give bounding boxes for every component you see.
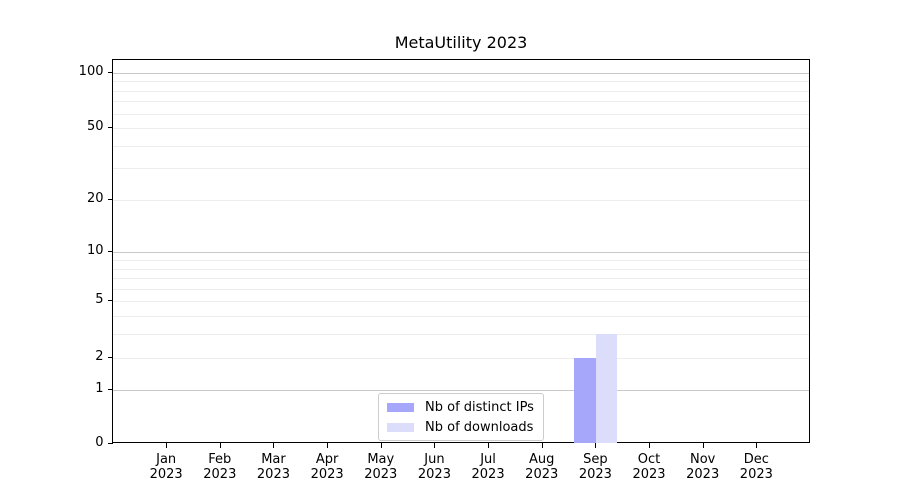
x-tick-label: Oct 2023 [632,452,666,482]
bar-downloads [595,334,618,443]
x-tick-label: Apr 2023 [310,452,344,482]
x-tick-mark [702,443,704,448]
y-tick-mark [107,71,113,73]
x-tick-mark [595,443,597,448]
y-tick-label: 0 [95,435,104,450]
gridline-minor [113,316,809,318]
gridline-major [113,390,809,392]
legend-label-downloads: Nb of downloads [425,419,534,435]
gridline-minor [113,168,809,170]
gridline-minor [113,81,809,83]
x-tick-label: Aug 2023 [525,452,559,482]
x-tick-label: Sep 2023 [578,452,612,482]
legend-row-distinct-ips: Nb of distinct IPs [387,399,534,415]
x-tick-label: Dec 2023 [739,452,773,482]
chart-title: MetaUtility 2023 [394,33,528,52]
gridlines-layer [113,60,809,442]
x-tick-mark [219,443,221,448]
gridline-minor [113,260,809,261]
plot-area [112,59,810,443]
x-tick-mark [166,443,168,448]
gridline-minor [113,199,809,201]
x-tick-mark [649,443,651,448]
y-tick-mark [107,356,113,358]
gridline-minor [113,101,809,103]
gridline-minor [113,357,809,359]
bar-distinct-ips [574,357,596,443]
gridline-minor [113,301,809,303]
x-tick-mark [488,443,490,448]
legend-swatch-distinct-ips [387,402,414,412]
gridline-minor [113,288,809,290]
y-tick-mark [107,300,113,302]
gridline-minor [113,113,809,115]
y-tick-mark [107,251,113,253]
y-tick-mark [107,443,113,444]
x-tick-mark [541,443,543,448]
x-tick-label: Feb 2023 [203,452,237,482]
gridline-minor [113,90,809,92]
gridline-minor [113,278,809,280]
x-tick-mark [273,443,275,448]
x-tick-mark [380,443,382,448]
bars-layer [113,60,809,443]
y-tick-label: 10 [86,243,104,259]
x-tick-mark [327,443,329,448]
gridline-major [113,72,809,74]
legend: Nb of distinct IPs Nb of downloads [378,393,544,441]
y-tick-label: 20 [86,190,104,206]
gridline-minor [113,334,809,336]
x-tick-mark [756,443,758,448]
gridline-major [113,252,809,254]
x-tick-label: Nov 2023 [686,452,720,482]
x-tick-label: May 2023 [364,452,398,482]
x-tick-label: Jan 2023 [149,452,183,482]
y-tick-label: 2 [95,348,104,364]
x-tick-label: Jul 2023 [471,452,505,482]
x-tick-label: Mar 2023 [256,452,290,482]
y-tick-label: 1 [95,381,104,397]
y-tick-mark [107,389,113,391]
y-tick-label: 50 [86,119,104,135]
x-tick-mark [434,443,436,448]
legend-row-downloads: Nb of downloads [387,419,534,435]
y-tick-mark [107,127,113,129]
legend-swatch-downloads [387,422,414,432]
y-tick-label: 100 [78,63,104,79]
x-tick-label: Jun 2023 [417,452,451,482]
gridline-minor [113,145,809,147]
gridline-minor [113,128,809,130]
legend-label-distinct-ips: Nb of distinct IPs [425,399,534,415]
y-tick-label: 5 [95,292,104,308]
gridline-minor [113,268,809,270]
y-tick-mark [107,198,113,200]
